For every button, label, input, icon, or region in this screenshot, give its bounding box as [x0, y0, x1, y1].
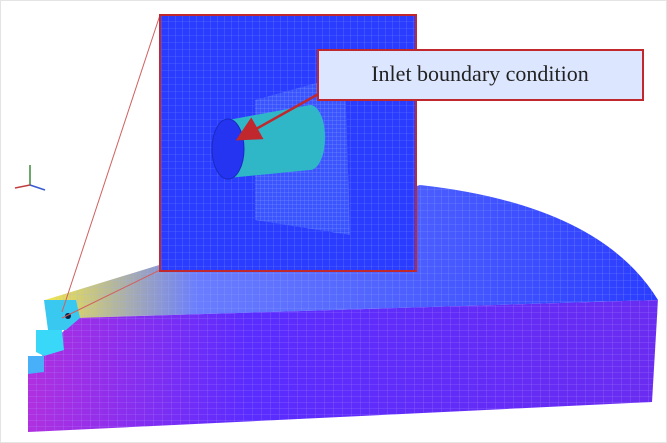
- figure: Inlet boundary condition: [0, 0, 667, 443]
- mesh-figure: Inlet boundary condition: [0, 0, 667, 443]
- inlet-face: [212, 119, 244, 179]
- annotation-label: Inlet boundary condition: [371, 61, 589, 86]
